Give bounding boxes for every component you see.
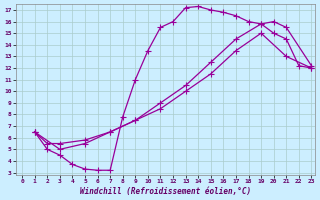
X-axis label: Windchill (Refroidissement éolien,°C): Windchill (Refroidissement éolien,°C) [80,187,251,196]
